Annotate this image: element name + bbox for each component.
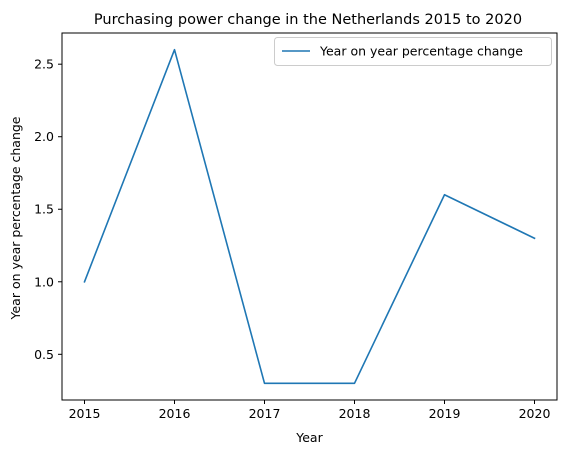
- x-tick-label: 2020: [519, 406, 551, 421]
- series-group: [83, 48, 536, 385]
- legend-box: [274, 37, 552, 66]
- x-tick-label: 2018: [339, 406, 371, 421]
- y-tick-label: 1.0: [34, 274, 54, 289]
- chart-title: Purchasing power change in the Netherlan…: [94, 12, 522, 28]
- legend-label: Year on year percentage change: [319, 44, 523, 59]
- x-tick-label: 2015: [69, 406, 101, 421]
- plot-frame: [61, 32, 558, 401]
- plot-area: [61, 32, 558, 401]
- x-tick-label: 2017: [249, 406, 281, 421]
- series-line: [83, 48, 536, 385]
- x-tick-label: 2019: [429, 406, 461, 421]
- x-axis-label: Year: [295, 430, 323, 445]
- y-tick-label: 2.5: [34, 57, 54, 72]
- y-tick-label: 2.0: [34, 129, 54, 144]
- y-axis-label: Year on year percentage change: [8, 116, 23, 320]
- y-tick-label: 1.5: [34, 202, 54, 217]
- axis-ticks: 2015 2016 2017 2018 2019 2020 0.5 1.0 1.5 2.0 2.5: [34, 57, 550, 421]
- legend: Year on year percentage change: [274, 37, 552, 66]
- x-tick-label: 2016: [159, 406, 191, 421]
- y-tick-label: 0.5: [34, 347, 54, 362]
